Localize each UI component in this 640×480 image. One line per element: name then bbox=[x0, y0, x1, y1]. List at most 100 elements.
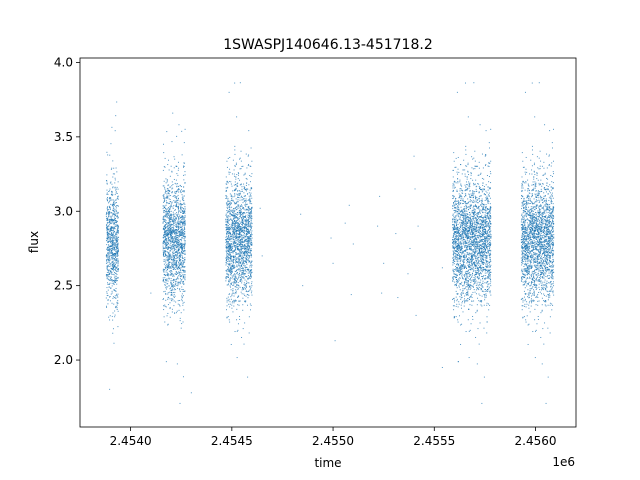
data-point bbox=[173, 229, 175, 231]
data-point bbox=[169, 186, 171, 188]
data-point bbox=[460, 188, 462, 190]
data-point bbox=[166, 260, 168, 261]
data-point bbox=[476, 283, 478, 285]
data-point bbox=[176, 135, 178, 137]
data-point bbox=[232, 259, 234, 261]
data-point bbox=[172, 221, 174, 223]
data-point bbox=[163, 195, 165, 197]
data-point bbox=[249, 237, 251, 239]
data-point bbox=[247, 268, 249, 270]
data-point bbox=[248, 216, 250, 218]
data-point bbox=[117, 268, 119, 270]
data-point bbox=[231, 222, 233, 224]
data-point bbox=[235, 189, 237, 191]
data-point bbox=[107, 229, 109, 231]
data-point bbox=[169, 258, 171, 260]
data-point bbox=[182, 263, 184, 265]
data-point bbox=[237, 226, 239, 228]
data-point bbox=[484, 295, 486, 297]
data-point bbox=[245, 248, 247, 250]
data-point bbox=[181, 197, 183, 199]
data-point bbox=[164, 265, 166, 267]
data-point bbox=[232, 159, 234, 161]
data-point bbox=[483, 216, 485, 218]
data-point bbox=[114, 307, 116, 309]
data-point bbox=[232, 228, 234, 230]
data-point bbox=[164, 199, 166, 201]
data-point bbox=[244, 287, 246, 289]
data-point bbox=[107, 210, 109, 212]
data-point bbox=[183, 276, 185, 278]
data-point bbox=[456, 235, 458, 237]
data-point bbox=[171, 191, 173, 193]
data-point bbox=[245, 153, 247, 155]
data-point bbox=[245, 230, 247, 232]
data-point bbox=[106, 291, 108, 293]
data-point bbox=[182, 252, 184, 254]
chart-title: 1SWASPJ140646.13-451718.2 bbox=[223, 37, 432, 53]
data-point bbox=[115, 211, 117, 213]
data-point bbox=[231, 196, 233, 198]
data-point bbox=[184, 290, 186, 292]
data-point bbox=[234, 235, 236, 237]
data-point bbox=[234, 165, 236, 167]
data-point bbox=[233, 227, 235, 229]
data-point bbox=[464, 230, 466, 232]
data-point bbox=[245, 245, 247, 247]
data-point bbox=[250, 253, 252, 255]
data-point bbox=[117, 226, 119, 228]
data-point bbox=[251, 240, 253, 242]
data-point bbox=[179, 204, 181, 206]
data-point bbox=[109, 200, 111, 202]
data-point bbox=[236, 296, 238, 298]
data-point bbox=[249, 239, 251, 241]
data-point bbox=[247, 229, 249, 231]
data-point bbox=[225, 242, 227, 244]
data-point bbox=[179, 234, 181, 236]
data-point bbox=[177, 223, 179, 225]
data-point bbox=[247, 249, 249, 251]
data-point bbox=[235, 187, 237, 189]
data-point bbox=[227, 316, 229, 318]
data-point bbox=[232, 288, 234, 290]
data-point bbox=[456, 213, 458, 215]
data-point bbox=[183, 174, 185, 176]
data-point bbox=[165, 361, 167, 363]
data-point bbox=[251, 223, 253, 225]
data-point bbox=[240, 277, 242, 279]
data-point bbox=[248, 256, 250, 258]
data-point bbox=[246, 182, 248, 184]
data-point bbox=[454, 225, 456, 227]
data-point bbox=[247, 237, 249, 239]
data-point bbox=[113, 226, 115, 228]
data-point bbox=[117, 268, 119, 270]
data-point bbox=[163, 255, 165, 257]
data-point bbox=[171, 263, 173, 265]
data-point bbox=[115, 250, 117, 252]
data-point bbox=[165, 233, 167, 235]
data-point bbox=[482, 243, 484, 245]
data-point bbox=[169, 191, 171, 193]
data-point bbox=[477, 226, 479, 228]
data-point bbox=[242, 222, 244, 224]
data-point bbox=[229, 236, 231, 238]
data-point bbox=[481, 402, 483, 404]
data-point bbox=[250, 250, 252, 252]
data-point bbox=[167, 275, 169, 277]
data-point bbox=[183, 211, 185, 213]
data-point bbox=[175, 218, 177, 220]
data-point bbox=[107, 221, 109, 223]
data-point bbox=[234, 195, 236, 197]
data-point bbox=[183, 222, 185, 224]
data-point bbox=[110, 237, 112, 239]
data-point bbox=[245, 288, 247, 290]
data-point bbox=[107, 235, 109, 237]
data-point bbox=[169, 240, 171, 242]
data-point bbox=[106, 275, 108, 277]
data-point bbox=[243, 207, 245, 209]
data-point bbox=[489, 243, 491, 245]
data-point bbox=[113, 265, 115, 267]
data-point bbox=[232, 229, 234, 231]
data-point bbox=[163, 305, 165, 307]
data-point bbox=[117, 296, 119, 298]
